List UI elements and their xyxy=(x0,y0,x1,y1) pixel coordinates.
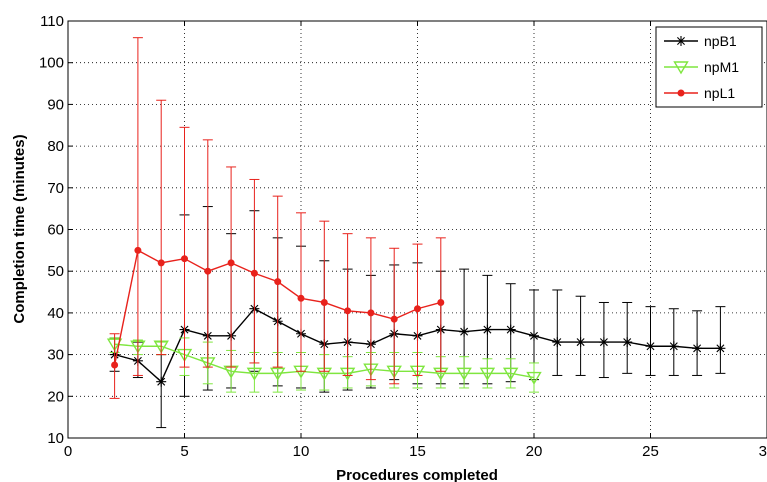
y-tick-label: 60 xyxy=(47,222,64,239)
x-tick-label: 20 xyxy=(526,443,543,460)
npL1-marker xyxy=(677,89,685,97)
y-tick-label: 100 xyxy=(39,55,64,72)
npB1-marker xyxy=(552,337,563,348)
y-tick-label: 90 xyxy=(47,96,64,113)
y-tick-label: 10 xyxy=(47,430,64,447)
npM1-marker xyxy=(246,367,263,381)
legend-label-npL1: npL1 xyxy=(704,85,735,101)
x-tick-label: 0 xyxy=(64,443,72,460)
npB1-marker xyxy=(505,324,516,335)
y-tick-label: 40 xyxy=(47,305,64,322)
npL1-marker xyxy=(344,307,352,315)
npL1-series xyxy=(109,37,446,399)
npL1-marker xyxy=(157,259,165,267)
npB1-marker xyxy=(692,343,703,354)
npL1-marker xyxy=(181,255,188,263)
x-axis-label: Procedures completed xyxy=(336,467,498,482)
legend-label-npM1: npM1 xyxy=(704,59,739,75)
npL1-marker xyxy=(134,246,142,254)
x-tick-label: 15 xyxy=(409,443,426,460)
x-tick-label: 25 xyxy=(642,443,659,460)
npL1-marker xyxy=(227,259,235,267)
y-axis-label: Completion time (minutes) xyxy=(11,134,28,323)
npL1-marker xyxy=(250,269,258,277)
npL1-marker xyxy=(204,267,212,275)
legend-label-npB1: npB1 xyxy=(704,33,737,49)
y-tick-label: 30 xyxy=(47,347,64,364)
y-tick-label: 70 xyxy=(47,180,64,197)
npL1-marker xyxy=(274,278,282,286)
npL1-marker xyxy=(320,298,328,306)
npB1-marker xyxy=(459,326,470,337)
npB1-marker xyxy=(598,337,609,348)
npL1-marker xyxy=(367,309,375,317)
y-tick-label: 50 xyxy=(47,263,64,280)
npL1-marker xyxy=(414,305,421,313)
x-tick-label: 30 xyxy=(759,443,767,460)
npB1-marker xyxy=(529,330,539,341)
legend: npB1 npM1 npL1 xyxy=(655,26,763,108)
npB1-marker xyxy=(668,341,679,352)
npM1-marker xyxy=(502,367,519,381)
npM1-marker xyxy=(269,367,286,381)
npB1-marker xyxy=(645,341,656,352)
npB1-marker xyxy=(676,36,686,46)
y-tick-label: 20 xyxy=(47,388,64,405)
npM1-marker xyxy=(526,371,542,385)
axis-ticks: 0 5 10 15 20 25 30 10 20 30 40 50 60 70 80 90 100 110 xyxy=(39,13,767,460)
npM1-marker xyxy=(673,61,689,75)
y-tick-label: 80 xyxy=(47,138,64,155)
npM1-marker xyxy=(456,367,472,381)
npL1-marker xyxy=(437,298,445,306)
npB1-marker xyxy=(156,376,167,387)
npB1-marker xyxy=(622,337,633,348)
npL1-marker xyxy=(390,315,398,323)
npB1-marker xyxy=(575,337,586,348)
npL1-marker xyxy=(111,361,119,369)
npL1-marker xyxy=(297,294,305,302)
axes-box xyxy=(67,20,767,439)
x-tick-label: 10 xyxy=(293,443,310,460)
x-tick-label: 5 xyxy=(180,443,188,460)
series-layer xyxy=(106,37,726,429)
npM1-marker xyxy=(479,367,496,381)
npB1-marker xyxy=(482,324,493,335)
y-tick-label: 110 xyxy=(40,13,64,30)
npB1-marker xyxy=(715,343,726,354)
